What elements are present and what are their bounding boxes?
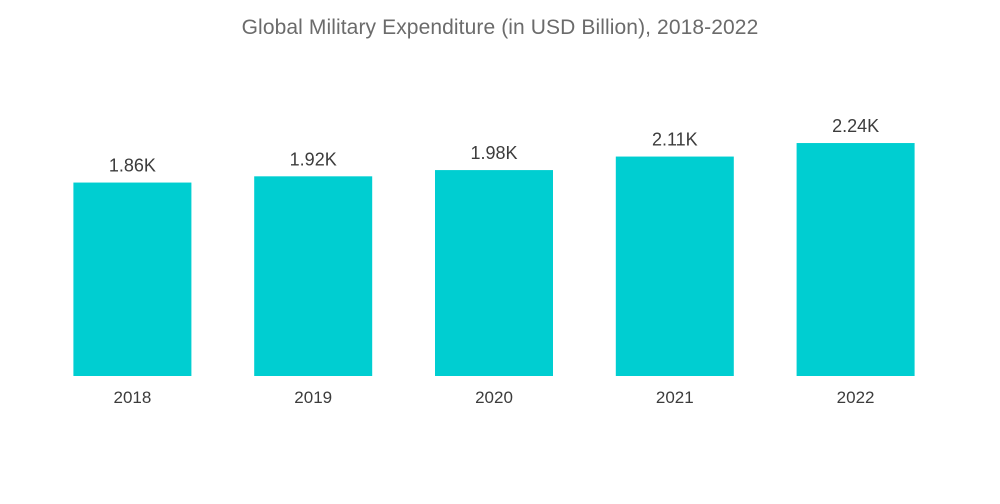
- bar-2019: [254, 176, 373, 376]
- bar-2018: [73, 182, 192, 376]
- bars-layer: [73, 143, 915, 376]
- x-axis-ticks-layer: 2018 2019 2020 2021 2022: [113, 388, 874, 407]
- x-tick-label-2018: 2018: [113, 388, 151, 407]
- value-label-2018: 1.86K: [109, 156, 156, 176]
- x-tick-label-2022: 2022: [837, 388, 875, 407]
- value-label-2022: 2.24K: [832, 116, 879, 136]
- value-labels-layer: 1.86K 1.92K 1.98K 2.11K 2.24K: [109, 116, 879, 176]
- bar-2021: [615, 156, 734, 376]
- bar-2022: [796, 143, 915, 376]
- chart-title: Global Military Expenditure (in USD Bill…: [241, 16, 759, 39]
- x-tick-label-2021: 2021: [656, 388, 694, 407]
- value-label-2020: 1.98K: [470, 143, 517, 163]
- x-tick-label-2019: 2019: [294, 388, 332, 407]
- value-label-2021: 2.11K: [652, 130, 698, 150]
- value-label-2019: 1.92K: [290, 149, 337, 169]
- x-tick-label-2020: 2020: [475, 388, 513, 407]
- bar-2020: [435, 170, 553, 376]
